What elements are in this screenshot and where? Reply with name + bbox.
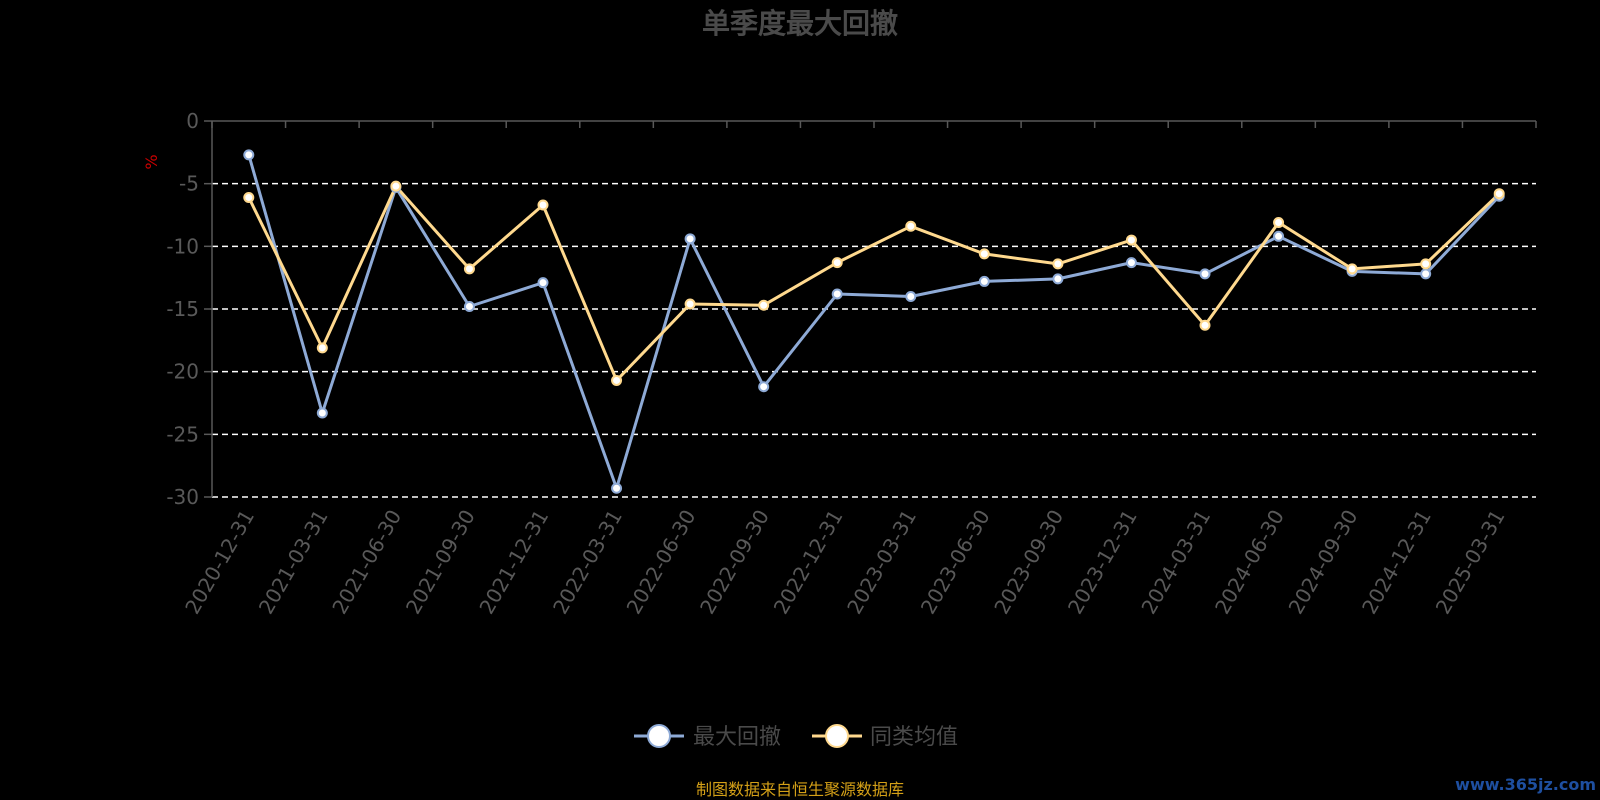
x-tick-label: 2022-09-30: [695, 506, 774, 619]
data-point-series-2[interactable]: [905, 220, 917, 232]
data-point-series-1[interactable]: [905, 290, 917, 302]
y-tick-label: -5: [179, 172, 199, 196]
data-point-series-1[interactable]: [537, 277, 549, 289]
data-point-series-2[interactable]: [1052, 258, 1064, 270]
axes: [204, 120, 1537, 498]
data-point-series-1[interactable]: [831, 288, 843, 300]
x-tick-label: 2021-09-30: [401, 506, 480, 619]
x-tick-label: 2021-03-31: [254, 506, 333, 619]
series-line-2: [247, 184, 1501, 382]
x-tick-label: 2023-06-30: [916, 506, 995, 619]
data-point-series-1[interactable]: [316, 407, 328, 419]
data-point-series-1[interactable]: [978, 275, 990, 287]
y-tick-label: -15: [166, 297, 199, 321]
data-point-series-1[interactable]: [1420, 268, 1432, 280]
series-line-1: [247, 154, 1501, 490]
y-tick-label: -10: [166, 234, 199, 258]
data-point-series-1[interactable]: [1273, 230, 1285, 242]
x-tick-label: 2024-06-30: [1210, 506, 1289, 619]
legend-item-2[interactable]: 同类均值: [812, 724, 958, 750]
x-tick-label: 2023-03-31: [842, 506, 921, 619]
data-point-series-2[interactable]: [978, 248, 990, 260]
data-point-series-2[interactable]: [390, 180, 402, 192]
x-tick-label: 2024-03-31: [1136, 506, 1215, 619]
data-point-series-2[interactable]: [611, 374, 623, 386]
data-point-series-2[interactable]: [316, 342, 328, 354]
data-point-series-2[interactable]: [1493, 188, 1505, 200]
data-source-note: 制图数据来自恒生聚源数据库: [696, 780, 904, 799]
data-point-series-2[interactable]: [1346, 263, 1358, 275]
x-tick-label: 2021-12-31: [474, 506, 553, 619]
legend-item-1[interactable]: 最大回撤: [634, 724, 781, 750]
y-axis-unit: %: [142, 154, 161, 169]
data-point-series-2[interactable]: [463, 263, 475, 275]
data-point-series-2[interactable]: [1125, 234, 1137, 246]
y-tick-label: 0: [186, 109, 199, 133]
watermark: www.365jz.com: [1455, 775, 1596, 794]
legend-marker: [825, 724, 849, 748]
data-point-series-2[interactable]: [1199, 319, 1211, 331]
data-point-series-1[interactable]: [611, 482, 623, 494]
chart-title: 单季度最大回撤: [702, 7, 898, 40]
y-tick-labels: 0 -5 -10 -15 -20 -25 -30: [166, 109, 199, 509]
data-point-series-1[interactable]: [684, 233, 696, 245]
series-lines: [243, 149, 1505, 494]
data-point-series-2[interactable]: [1420, 258, 1432, 270]
x-tick-label: 2022-03-31: [548, 506, 627, 619]
x-tick-label: 2024-12-31: [1357, 506, 1436, 619]
data-point-series-1[interactable]: [1052, 273, 1064, 285]
x-tick-label: 2021-06-30: [327, 506, 406, 619]
legend-marker: [647, 724, 671, 748]
legend-label: 最大回撤: [693, 725, 781, 750]
grid-lines: [212, 182, 1536, 498]
data-point-series-2[interactable]: [684, 298, 696, 310]
x-tick-label: 2023-12-31: [1063, 506, 1142, 619]
y-tick-label: -25: [166, 422, 199, 446]
legend[interactable]: 最大回撤 同类均值: [634, 724, 958, 750]
data-point-series-2[interactable]: [537, 199, 549, 211]
x-tick-label: 2022-06-30: [622, 506, 701, 619]
data-point-series-1[interactable]: [243, 149, 255, 161]
y-tick-label: -20: [166, 360, 199, 384]
x-tick-label: 2023-09-30: [989, 506, 1068, 619]
data-point-series-2[interactable]: [758, 299, 770, 311]
data-point-series-1[interactable]: [758, 381, 770, 393]
y-tick-label: -30: [166, 485, 199, 509]
data-point-series-1[interactable]: [463, 300, 475, 312]
legend-label: 同类均值: [870, 725, 958, 750]
data-point-series-1[interactable]: [1199, 268, 1211, 280]
x-tick-label: 2022-12-31: [769, 506, 848, 619]
x-tick-label: 2020-12-31: [180, 506, 259, 619]
data-point-series-1[interactable]: [1125, 257, 1137, 269]
x-tick-label: 2024-09-30: [1284, 506, 1363, 619]
x-tick-labels: 2020-12-312021-03-312021-06-302021-09-30…: [180, 506, 1509, 619]
x-tick-label: 2025-03-31: [1431, 506, 1510, 619]
data-point-series-2[interactable]: [831, 257, 843, 269]
data-point-series-2[interactable]: [1273, 217, 1285, 229]
data-point-series-2[interactable]: [243, 191, 255, 203]
